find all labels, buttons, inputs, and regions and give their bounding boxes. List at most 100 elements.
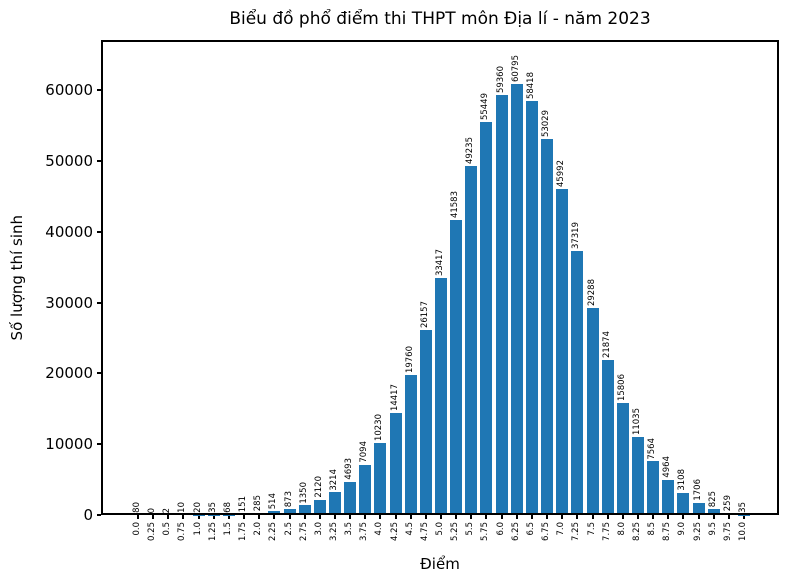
x-tick-label: 9.0: [677, 522, 688, 536]
bar-value-label: 55449: [480, 93, 491, 121]
y-tick-label: 10000: [45, 435, 93, 454]
x-tick-mark: [152, 515, 155, 519]
x-tick-mark: [349, 515, 352, 519]
x-tick-mark: [591, 515, 594, 519]
bar: [313, 499, 326, 515]
x-tick-label: 6.5: [525, 522, 536, 536]
bar-value-label: 80: [132, 501, 142, 513]
x-tick-mark: [273, 515, 276, 519]
bar-value-label: 151: [238, 495, 249, 512]
x-tick-mark: [379, 515, 382, 519]
x-tick-mark: [606, 515, 609, 519]
bar-value-label: 0: [147, 507, 158, 513]
x-tick-label: 7.25: [571, 522, 582, 541]
x-tick-label: 1.5: [222, 522, 233, 536]
bar: [677, 493, 690, 515]
bar: [404, 375, 417, 515]
x-tick-label: 1.25: [207, 522, 218, 541]
y-tick-mark: [97, 514, 101, 516]
bar: [586, 307, 599, 515]
x-tick-label: 5.0: [435, 522, 445, 536]
bar-value-label: 259: [722, 494, 733, 512]
y-tick-mark: [97, 89, 101, 91]
bar: [465, 166, 478, 515]
bar: [616, 403, 629, 515]
y-tick-mark: [97, 301, 101, 304]
x-tick-mark: [212, 515, 215, 519]
x-tick-mark: [530, 515, 533, 519]
bar-value-label: 4693: [344, 458, 355, 480]
bar-value-label: 14417: [389, 383, 400, 411]
x-tick-label: 7.5: [586, 522, 597, 536]
x-tick-mark: [137, 515, 139, 519]
x-tick-label: 0.75: [177, 522, 188, 541]
x-tick-mark: [682, 515, 685, 519]
bar: [556, 189, 569, 515]
x-tick-label: 2.0: [253, 522, 264, 536]
x-tick-mark: [288, 515, 291, 519]
y-tick-label: 20000: [45, 364, 93, 383]
bar-value-label: 20: [192, 502, 203, 513]
x-tick-label: 1.75: [238, 522, 249, 541]
y-axis-label: Số lượng thí sinh: [8, 214, 26, 341]
x-tick-label: 6.0: [495, 522, 506, 536]
bar-value-label: 60795: [510, 55, 521, 83]
bar: [707, 509, 720, 515]
bar-value-label: 19760: [404, 346, 415, 374]
x-tick-label: 0.25: [147, 522, 158, 541]
bar: [389, 412, 402, 515]
x-tick-label: 8.0: [616, 522, 627, 536]
x-tick-label: 10.0: [738, 522, 748, 541]
y-tick-label: 30000: [45, 293, 93, 312]
bar-value-label: 7094: [359, 441, 370, 463]
x-tick-mark: [227, 515, 230, 519]
x-tick-label: 5.75: [480, 522, 491, 541]
bar: [419, 329, 432, 515]
bar-value-label: 35: [738, 501, 748, 513]
x-tick-label: 9.25: [692, 522, 703, 541]
bar: [374, 442, 387, 515]
x-tick-mark: [364, 515, 367, 519]
x-tick-mark: [667, 515, 670, 519]
bar-value-label: 825: [707, 490, 718, 508]
x-tick-mark: [712, 515, 715, 519]
x-tick-label: 8.75: [662, 522, 673, 541]
bar-value-label: 49235: [465, 137, 476, 165]
y-tick-mark: [97, 159, 101, 162]
x-tick-mark: [440, 515, 442, 519]
bar: [495, 94, 508, 515]
bar: [541, 139, 554, 515]
bar-value-label: 514: [268, 493, 279, 510]
bar: [283, 508, 296, 515]
x-tick-label: 6.75: [541, 522, 552, 541]
x-tick-mark: [318, 515, 321, 519]
bar-value-label: 1706: [692, 479, 703, 501]
x-tick-label: 0.5: [162, 522, 173, 536]
bar-value-label: 29288: [586, 278, 597, 306]
x-tick-mark: [243, 515, 246, 519]
bar-value-label: 10230: [374, 413, 385, 441]
x-tick-mark: [697, 515, 700, 519]
x-tick-mark: [515, 515, 518, 519]
bar: [510, 84, 523, 515]
x-tick-mark: [727, 515, 730, 519]
x-tick-mark: [409, 515, 412, 519]
x-tick-mark: [485, 515, 488, 519]
x-tick-label: 2.5: [283, 522, 294, 536]
bar: [253, 512, 266, 515]
x-tick-mark: [470, 515, 473, 519]
x-tick-label: 3.5: [344, 522, 355, 536]
y-tick-label: 50000: [45, 151, 93, 170]
bar-value-label: 15806: [616, 374, 627, 402]
bar: [450, 220, 463, 515]
bar-value-label: 26157: [419, 300, 430, 328]
bar-value-label: 873: [283, 490, 294, 507]
x-tick-label: 6.25: [510, 522, 521, 541]
x-tick-mark: [303, 515, 306, 519]
x-tick-mark: [333, 515, 336, 519]
x-tick-label: 2.75: [298, 522, 309, 541]
bar: [132, 514, 144, 515]
x-tick-label: 3.25: [328, 522, 339, 541]
y-tick-mark: [97, 230, 101, 233]
bar: [359, 464, 372, 515]
